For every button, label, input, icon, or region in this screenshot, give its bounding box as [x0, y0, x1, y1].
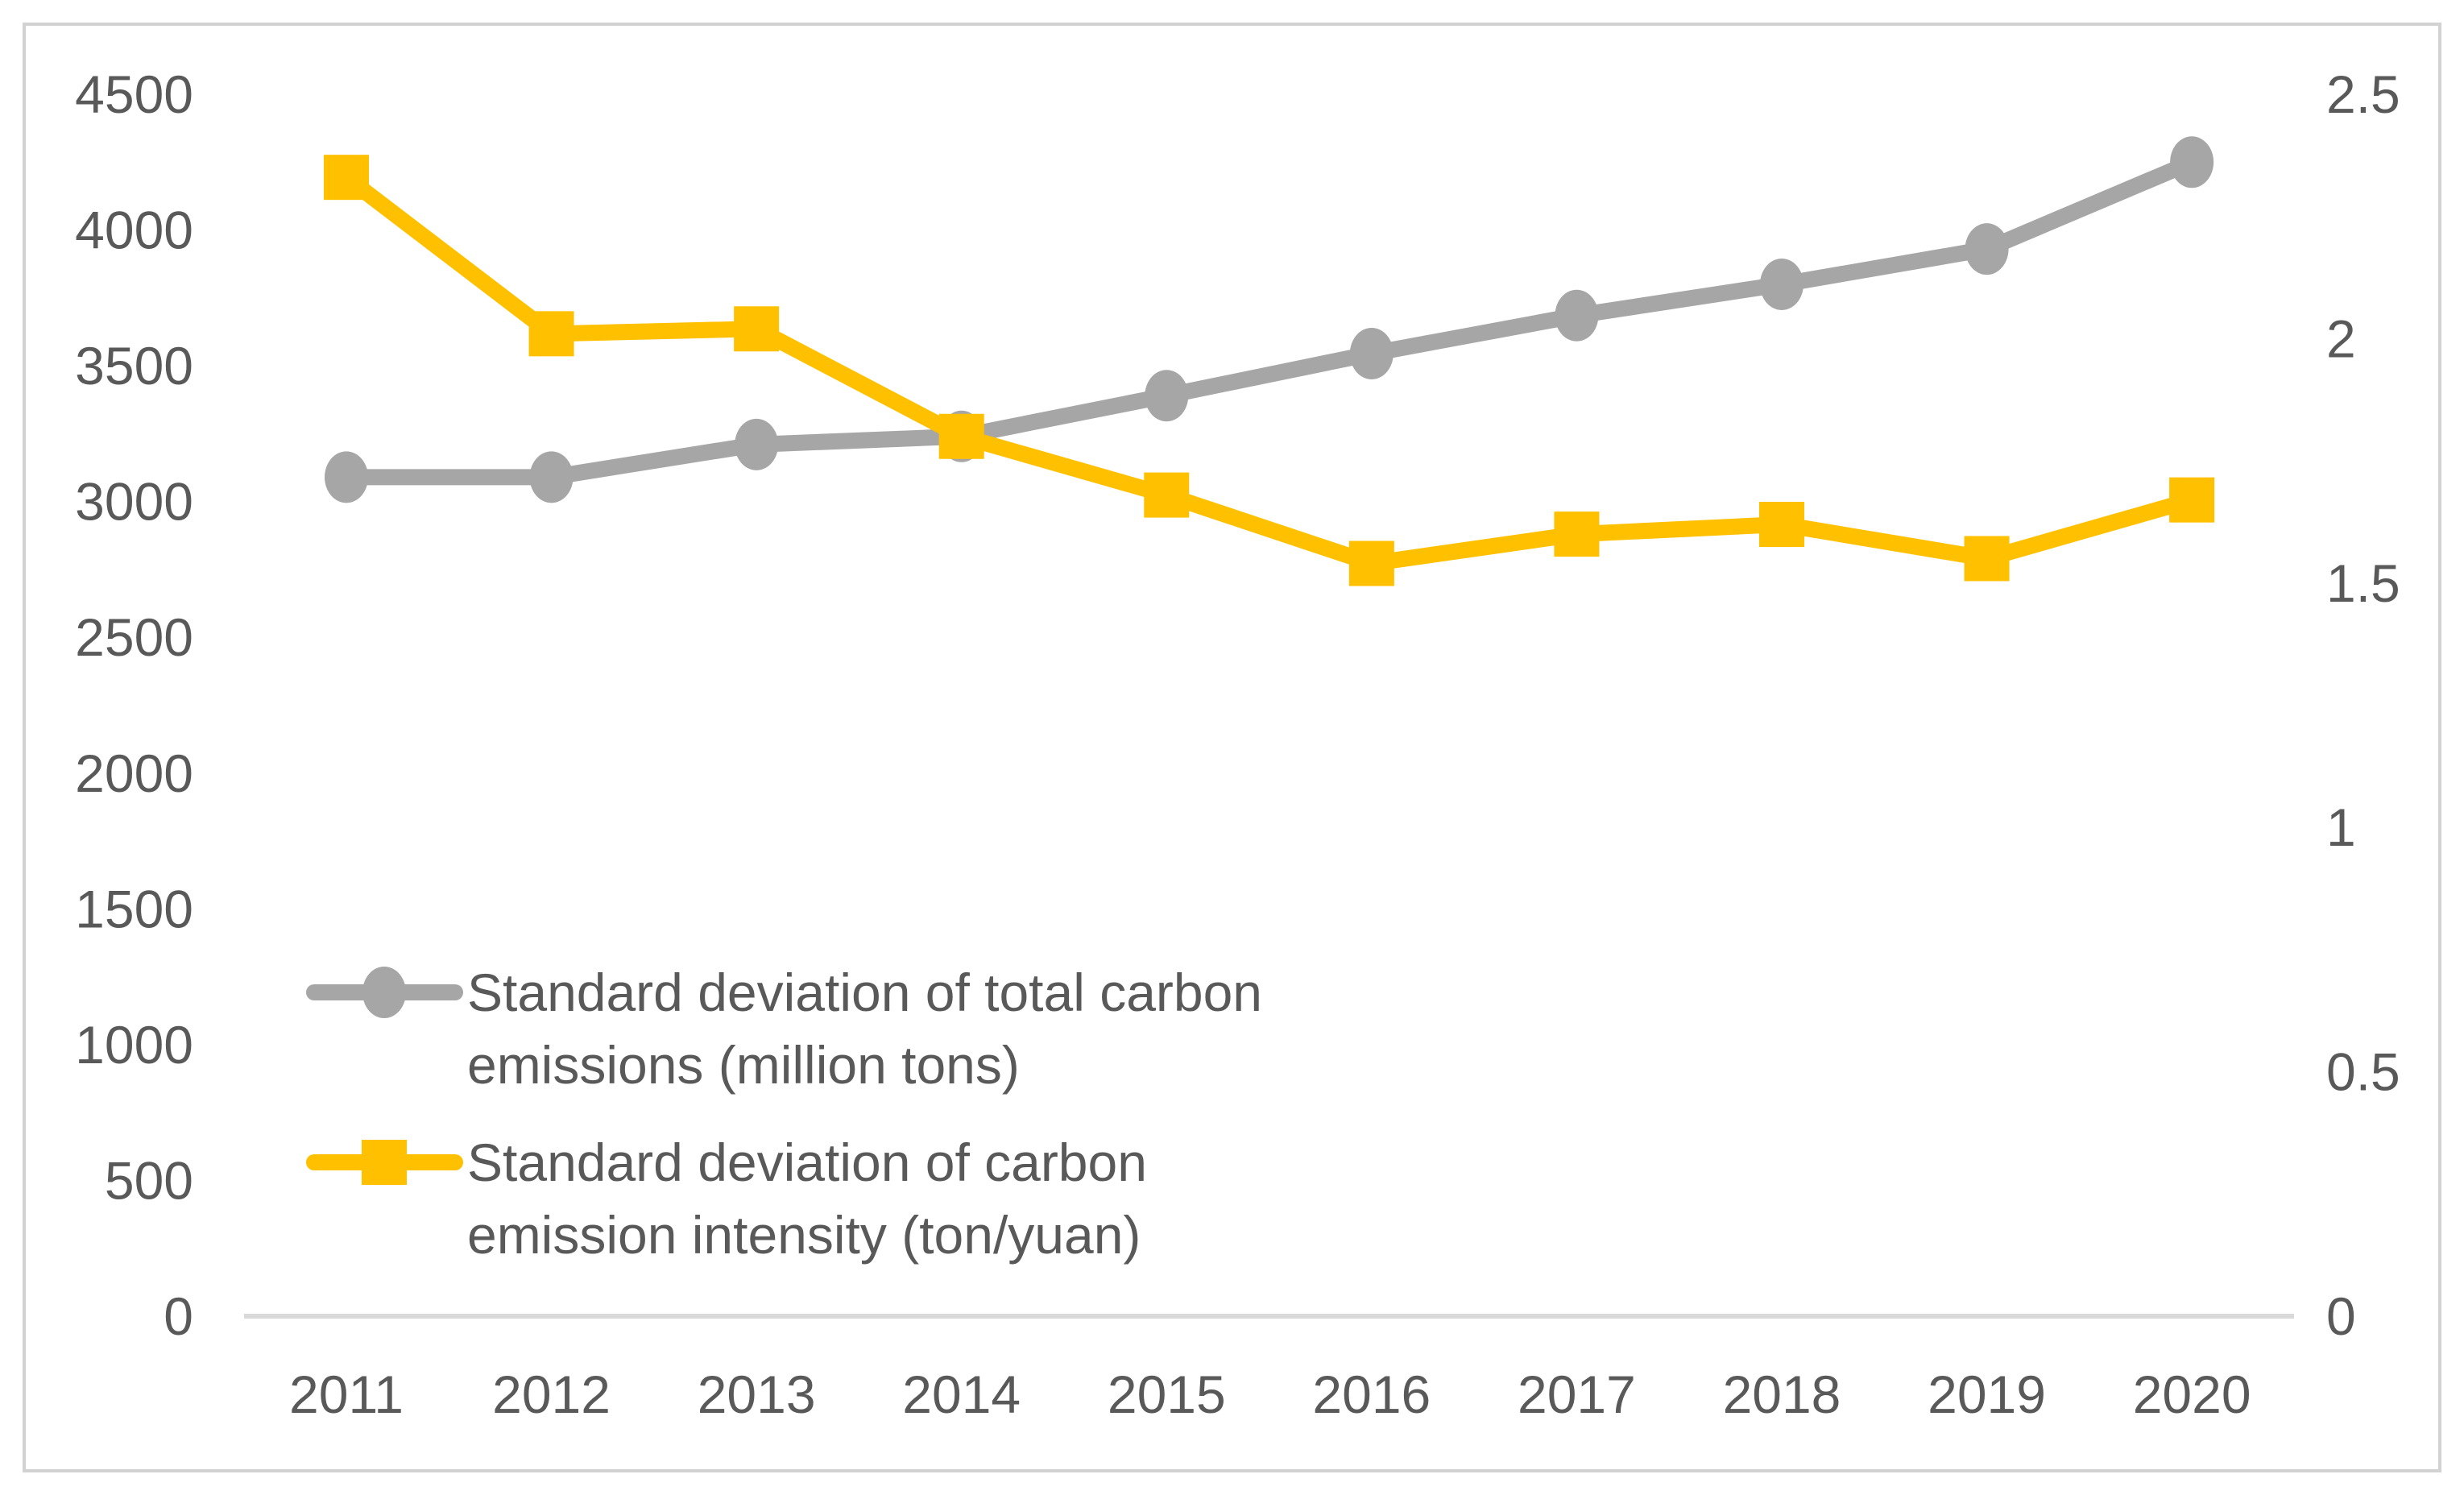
- x-axis-tick-label: 2020: [2133, 1365, 2251, 1424]
- data-point-marker-square: [938, 413, 984, 459]
- data-point-marker-circle: [1349, 327, 1394, 379]
- data-point-marker-circle: [529, 451, 574, 503]
- figure-border: [23, 23, 2441, 1472]
- left-axis-tick-label: 1000: [75, 1015, 193, 1075]
- right-axis-tick-label: 2: [2326, 309, 2356, 368]
- x-axis-tick-label: 2018: [1723, 1365, 1841, 1424]
- left-axis-tick-label: 0: [164, 1286, 193, 1346]
- legend-label-line2: emissions (million tons): [467, 1035, 1020, 1095]
- right-axis-tick-label: 0.5: [2326, 1042, 2400, 1102]
- legend-layer: Standard deviation of total carbon emissi…: [306, 963, 1262, 1265]
- legend-entry-0: Standard deviation of total carbon emissi…: [306, 963, 1262, 1095]
- x-axis-tick-label: 2011: [289, 1365, 404, 1424]
- right-axis-tick-label: 2.5: [2326, 64, 2400, 124]
- data-point-marker-circle: [1145, 370, 1189, 422]
- x-axis-tick-label: 2014: [902, 1365, 1021, 1424]
- data-point-marker-circle: [1965, 223, 2009, 275]
- axis-labels-layer: 0 500 1000 1500 2000 2500 3000 3500 4000 4500 0 0.5…: [75, 64, 2400, 1424]
- data-point-marker-square: [1144, 472, 1190, 518]
- left-axis-tick-label: 500: [105, 1150, 193, 1210]
- x-axis-tick-label: 2017: [1518, 1365, 1636, 1424]
- series-layer: [324, 136, 2215, 586]
- data-point-marker-square: [1554, 511, 1600, 557]
- legend-label-line1: Standard deviation of carbon: [467, 1133, 1147, 1192]
- x-axis-tick-label: 2012: [492, 1365, 611, 1424]
- series-carbon-emission-intensity: [324, 155, 2215, 586]
- left-axis-tick-label: 4500: [75, 64, 193, 124]
- legend-label-line1: Standard deviation of total carbon: [467, 963, 1262, 1022]
- data-point-marker-circle: [735, 418, 779, 470]
- right-axis-tick-label: 1.5: [2326, 553, 2400, 613]
- data-point-marker-circle: [1555, 289, 1599, 342]
- x-axis-tick-label: 2015: [1108, 1365, 1226, 1424]
- data-point-marker-square: [528, 311, 574, 357]
- left-axis-tick-label: 2500: [75, 607, 193, 667]
- legend-entry-1: Standard deviation of carbon emission int…: [306, 1133, 1147, 1265]
- x-axis-tick-label: 2016: [1312, 1365, 1431, 1424]
- frame-layer: [23, 23, 2441, 1472]
- x-axis-tick-label: 2013: [698, 1365, 816, 1424]
- series-line: [341, 171, 2194, 572]
- data-point-marker-square: [1964, 536, 2010, 582]
- series-line: [346, 155, 2196, 486]
- data-point-marker-square: [734, 306, 780, 352]
- left-axis-tick-label: 2000: [75, 743, 193, 803]
- left-axis-tick-label: 3500: [75, 336, 193, 395]
- data-point-marker-square: [2169, 477, 2215, 523]
- series-total-carbon-emissions: [325, 136, 2214, 503]
- data-point-marker-circle: [2170, 136, 2214, 188]
- data-point-marker-square: [1348, 540, 1394, 586]
- left-axis-tick-label: 3000: [75, 472, 193, 532]
- data-point-marker-square: [1758, 501, 1804, 547]
- left-axis-tick-label: 4000: [75, 201, 193, 260]
- right-axis-tick-label: 0: [2326, 1286, 2356, 1346]
- data-point-marker-circle: [325, 451, 368, 503]
- x-axis-tick-label: 2019: [1928, 1365, 2046, 1424]
- legend-label-line2: emission intensity (ton/yuan): [467, 1205, 1141, 1265]
- left-axis-tick-label: 1500: [75, 879, 193, 938]
- legend-marker-square: [362, 1140, 407, 1185]
- right-axis-tick-label: 1: [2326, 797, 2356, 857]
- legend-marker-circle: [362, 967, 406, 1018]
- data-point-marker-square: [324, 155, 369, 201]
- data-point-marker-circle: [1759, 258, 1803, 310]
